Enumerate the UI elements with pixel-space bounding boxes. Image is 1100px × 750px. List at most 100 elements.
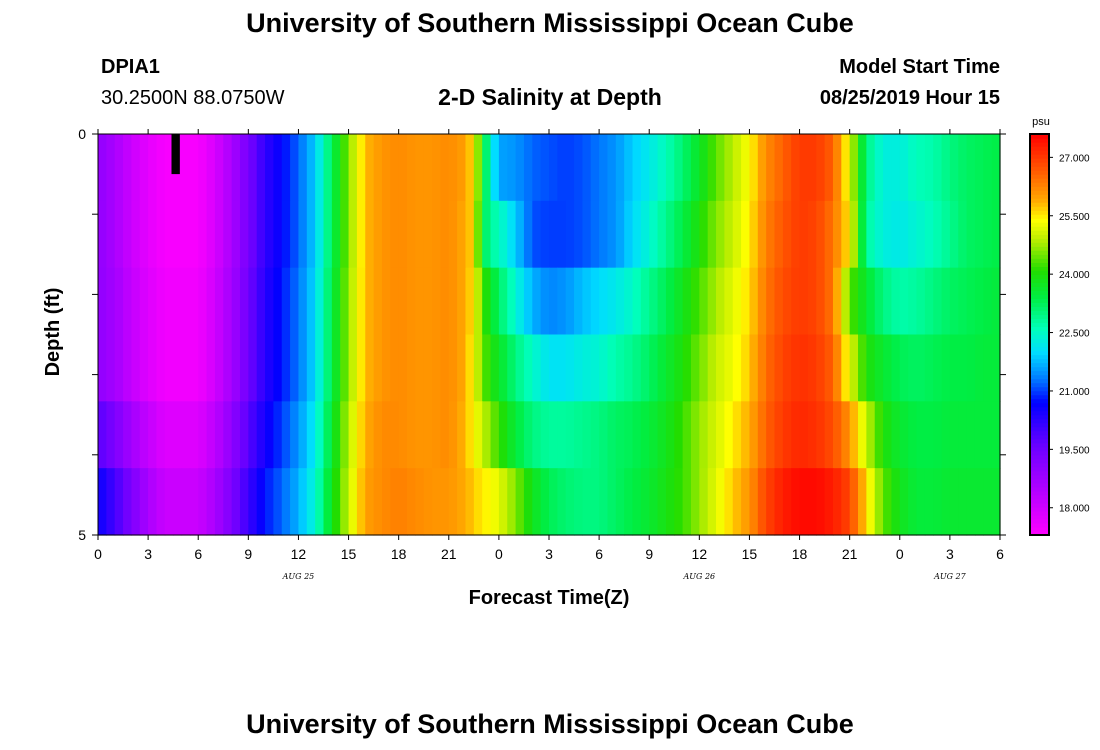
heatmap-cell xyxy=(649,401,659,469)
heatmap-cell xyxy=(866,134,876,202)
heatmap-cell xyxy=(540,134,550,202)
heatmap-cell xyxy=(991,401,1001,469)
heatmap-cell xyxy=(448,267,458,336)
heatmap-cell xyxy=(774,267,784,336)
heatmap-cell xyxy=(164,200,174,269)
heatmap-cell xyxy=(891,468,901,536)
heatmap-cell xyxy=(590,200,600,269)
heatmap-cell xyxy=(340,468,350,536)
heatmap-cell xyxy=(824,267,834,336)
heatmap-cell xyxy=(181,267,191,336)
heatmap-cell xyxy=(749,267,759,336)
heatmap-cell xyxy=(899,200,909,269)
heatmap-cell xyxy=(223,200,233,269)
heatmap-cell xyxy=(532,468,542,536)
heatmap-cell xyxy=(323,134,333,202)
heatmap-cell xyxy=(574,267,584,336)
heatmap-cell xyxy=(281,401,291,469)
heatmap-cell xyxy=(841,334,851,402)
heatmap-cell xyxy=(941,334,951,402)
heatmap-cell xyxy=(916,334,926,402)
heatmap-cell xyxy=(966,334,976,402)
heatmap-cell xyxy=(373,401,383,469)
heatmap-cell xyxy=(189,267,199,336)
heatmap-cell xyxy=(590,267,600,336)
heatmap-cell xyxy=(532,334,542,402)
colorbar-swatch xyxy=(1030,246,1049,251)
heatmap-cell xyxy=(974,334,984,402)
heatmap-cell xyxy=(983,134,993,202)
heatmap-cell xyxy=(799,134,809,202)
heatmap-cell xyxy=(490,267,500,336)
heatmap-cell xyxy=(239,134,249,202)
heatmap-cell xyxy=(331,334,341,402)
heatmap-cell xyxy=(248,267,258,336)
heatmap-cell xyxy=(549,200,558,269)
heatmap-cell xyxy=(699,134,709,202)
heatmap-cell xyxy=(690,468,700,536)
heatmap-cell xyxy=(858,468,867,536)
heatmap-cell xyxy=(306,200,316,269)
heatmap-cell xyxy=(657,134,667,202)
heatmap-cell xyxy=(716,401,725,469)
heatmap-cell xyxy=(440,134,450,202)
heatmap-cell xyxy=(390,134,400,202)
heatmap-cell xyxy=(824,468,834,536)
heatmap-cell xyxy=(565,401,575,469)
heatmap-cell xyxy=(624,334,634,402)
heatmap-cell xyxy=(256,200,266,269)
heatmap-cell xyxy=(549,134,558,202)
colorbar-swatch xyxy=(1030,410,1049,416)
heatmap-cell xyxy=(674,134,684,202)
heatmap-cell xyxy=(415,200,425,269)
colorbar-swatch xyxy=(1030,174,1049,179)
colorbar-swatch xyxy=(1030,478,1049,484)
heatmap-cell xyxy=(181,401,191,469)
colorbar-swatch xyxy=(1030,306,1049,312)
heatmap-cell xyxy=(106,401,116,469)
heatmap-cell xyxy=(440,468,450,536)
colorbar-swatch xyxy=(1030,486,1049,492)
heatmap-cell xyxy=(206,468,216,536)
colorbar-swatch xyxy=(1030,494,1049,500)
colorbar-swatch xyxy=(1030,326,1049,332)
heatmap-cell xyxy=(381,334,391,402)
heatmap-cell xyxy=(891,334,901,402)
heatmap-cell xyxy=(214,134,224,202)
heatmap-cell xyxy=(908,334,918,402)
heatmap-cell xyxy=(373,334,383,402)
heatmap-cell xyxy=(674,401,684,469)
heatmap-cell xyxy=(498,401,508,469)
heatmap-cell xyxy=(507,134,517,202)
heatmap-cell xyxy=(231,200,241,269)
heatmap-cell xyxy=(699,468,709,536)
heatmap-cell xyxy=(515,200,525,269)
heatmap-cell xyxy=(707,267,717,336)
heatmap-cell xyxy=(549,468,558,536)
heatmap-cell xyxy=(265,334,274,402)
heatmap-cell xyxy=(991,334,1001,402)
heatmap-cell xyxy=(164,334,174,402)
colorbar-swatch xyxy=(1030,422,1049,428)
heatmap-cell xyxy=(557,134,567,202)
heatmap-cell xyxy=(615,200,625,269)
heatmap-cell xyxy=(766,468,776,536)
heatmap-cell xyxy=(256,267,266,336)
heatmap-cell xyxy=(699,401,709,469)
heatmap-cell xyxy=(106,134,116,202)
heatmap-cell xyxy=(448,134,458,202)
colorbar-swatch xyxy=(1030,414,1049,420)
colorbar-swatch xyxy=(1030,386,1049,392)
heatmap-cell xyxy=(423,267,433,336)
x-date-label: AUG 25 xyxy=(282,572,315,581)
heatmap-cell xyxy=(432,334,442,402)
colorbar-swatch xyxy=(1030,146,1049,151)
heatmap-cell xyxy=(273,468,283,536)
heatmap-cell xyxy=(782,267,792,336)
x-date-label: AUG 27 xyxy=(933,572,967,581)
heatmap-cell xyxy=(273,267,283,336)
heatmap-cell xyxy=(724,334,734,402)
heatmap-cell xyxy=(615,468,625,536)
heatmap-cell xyxy=(331,468,341,536)
heatmap-cell xyxy=(457,468,467,536)
